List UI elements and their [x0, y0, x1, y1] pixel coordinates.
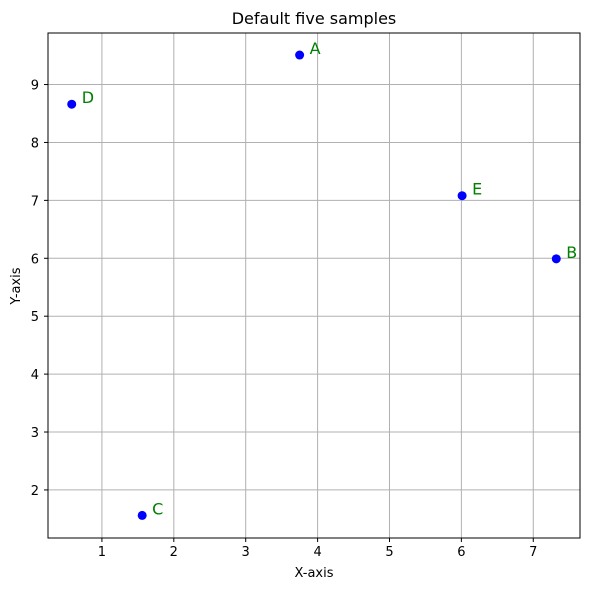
- y-tick-label: 6: [31, 252, 39, 267]
- data-point-e: [458, 191, 467, 200]
- plot-frame: [48, 33, 580, 538]
- x-tick-label: 5: [385, 545, 393, 560]
- x-tick-label: 4: [313, 545, 321, 560]
- x-axis-ticks: 1 2 3 4 5 6 7: [98, 538, 538, 560]
- point-label-c: C: [152, 499, 163, 518]
- data-point-a: [295, 51, 304, 60]
- data-point-d: [67, 100, 76, 109]
- x-tick-label: 7: [529, 545, 537, 560]
- point-label-d: D: [82, 88, 94, 107]
- x-axis-title: X-axis: [295, 566, 334, 581]
- y-axis-ticks: 2 3 4 5 6 7 8 9: [31, 79, 48, 499]
- x-tick-label: 3: [242, 545, 250, 560]
- y-tick-label: 5: [31, 310, 39, 325]
- grid: [48, 33, 580, 538]
- data-point-c: [138, 511, 147, 520]
- y-tick-label: 2: [31, 484, 39, 499]
- x-tick-label: 2: [170, 545, 178, 560]
- data-points: [67, 51, 561, 520]
- y-tick-label: 4: [31, 368, 39, 383]
- point-labels: A B C D E: [82, 39, 578, 518]
- x-tick-label: 6: [457, 545, 465, 560]
- point-label-e: E: [472, 180, 482, 199]
- chart-title: Default five samples: [232, 9, 397, 28]
- x-tick-label: 1: [98, 545, 106, 560]
- point-label-a: A: [310, 39, 321, 58]
- y-tick-label: 7: [31, 194, 39, 209]
- y-axis-title: Y-axis: [9, 267, 24, 305]
- data-point-b: [552, 254, 561, 263]
- point-label-b: B: [566, 243, 577, 262]
- y-tick-label: 3: [31, 426, 39, 441]
- y-tick-label: 8: [31, 136, 39, 151]
- y-tick-label: 9: [31, 79, 39, 94]
